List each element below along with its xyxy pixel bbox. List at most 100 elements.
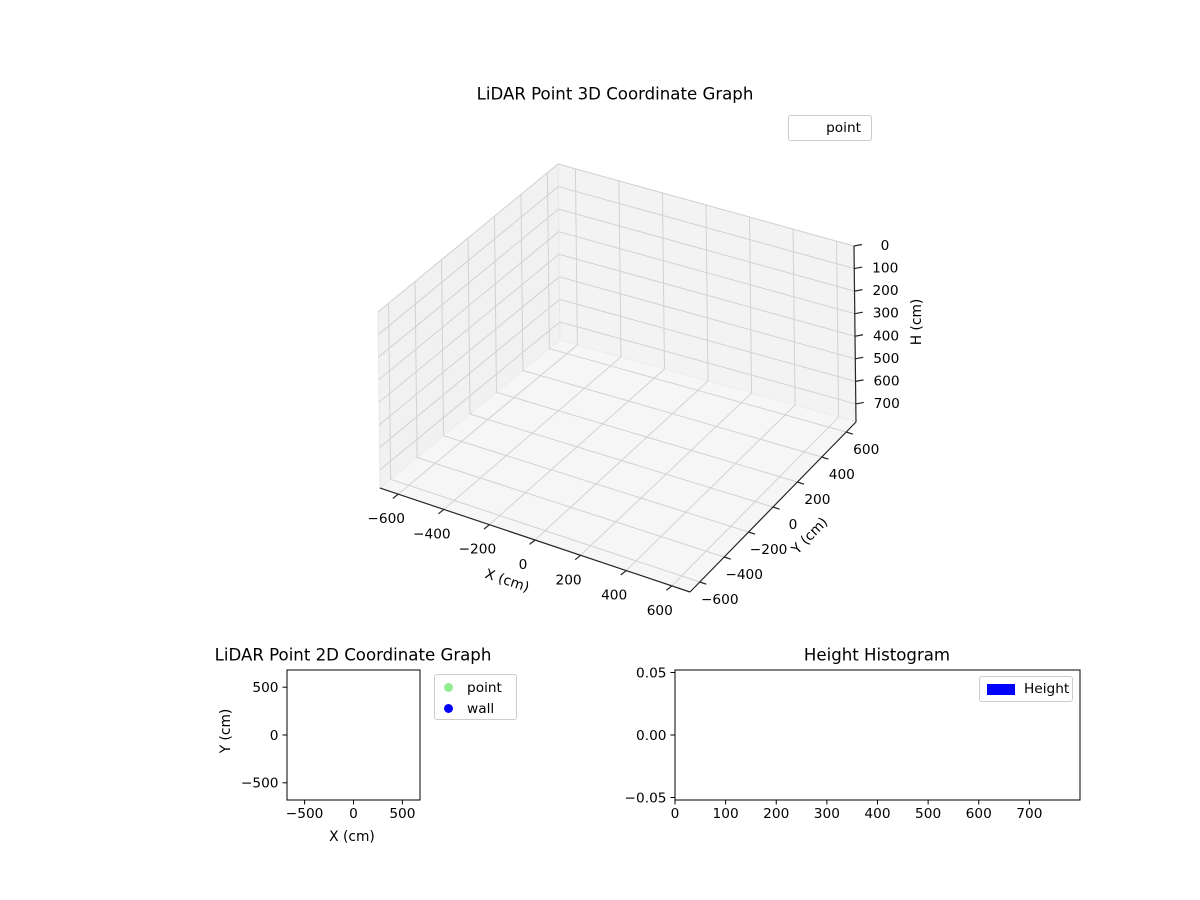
x-tick-3d: [574, 554, 581, 561]
plot2d-x-tick-label: 500: [389, 806, 415, 822]
plot2d-x-tick-label: 0: [349, 806, 358, 822]
z-tick-3d: [855, 379, 864, 382]
grid-floor-y: [522, 369, 822, 458]
grid-wall-right-z: [559, 321, 856, 405]
legend-2d-label-wall: wall: [467, 700, 495, 717]
x-tick-3d: [620, 570, 627, 576]
grid-wall-right-x: [836, 241, 840, 418]
grid-wall-left-y: [441, 259, 445, 436]
x-tick-3d: [529, 539, 536, 545]
grid-wall-left-y: [388, 303, 392, 480]
legend-3d-label-point: point: [826, 120, 861, 136]
z-tick-3d: [853, 243, 863, 247]
z-axis-spine-3d: [853, 245, 857, 423]
x-tick-3d: [392, 493, 399, 499]
y-tick-3d: [821, 456, 829, 460]
grid-wall-right-z: [559, 276, 856, 360]
plot2d-x-tick-label: −500: [286, 806, 324, 822]
x-tick-3d: [483, 524, 490, 530]
z-tick-label-3d: 300: [873, 306, 899, 322]
plot2d-yaxis-label: Y (cm): [218, 708, 234, 754]
grid-wall-left-z: [379, 298, 560, 448]
z-tick-label-3d: 100: [872, 261, 898, 277]
grid-wall-right-z: [558, 231, 855, 315]
legend-hist-label: Height: [1024, 681, 1070, 697]
hist-x-tick-label: 400: [864, 806, 890, 822]
legend-2d-row-wall: wall: [435, 698, 516, 719]
grid-wall-right-x: [661, 192, 665, 369]
hist-x-tick-label: 0: [671, 806, 680, 822]
y-tick-label-3d: 400: [829, 467, 855, 483]
hist-y-tick-label: −0.05: [625, 790, 667, 806]
x-tick-3d: [438, 508, 445, 515]
grid-wall-left-z: [377, 163, 559, 313]
hist-y-tick-label: 0.00: [636, 728, 666, 744]
z-tick-3d: [854, 334, 864, 337]
y-tick-3d: [748, 531, 756, 535]
grid-wall-left-z: [378, 276, 560, 426]
y-tick-label-3d: −600: [701, 592, 739, 608]
grid-wall-left-z: [378, 253, 560, 403]
y-tick-label-3d: −200: [750, 542, 788, 558]
z-tick-label-3d: 600: [873, 373, 899, 389]
x-tick-label-3d: −400: [413, 526, 451, 542]
grid-wall-left-z: [379, 321, 561, 471]
grid-wall-right-x: [749, 217, 753, 394]
hist-y-tick-label: 0.05: [636, 665, 666, 681]
y-tick-label-3d: 600: [853, 442, 879, 458]
z-tick-label-3d: 700: [874, 396, 900, 412]
point-marker-icon: [444, 683, 453, 692]
z-tick-label-3d: 0: [881, 238, 890, 254]
grid-floor-y: [496, 391, 798, 483]
hist-x-tick-label: 700: [1016, 806, 1042, 822]
grid-wall-right-x: [705, 204, 709, 382]
wall-marker-icon: [444, 704, 453, 713]
grid-floor-y: [469, 413, 774, 508]
grid-wall-left-z: [378, 208, 559, 358]
y-tick-label-3d: −400: [725, 567, 763, 583]
hist-x-tick-label: 200: [763, 806, 789, 822]
y-tick-3d: [846, 431, 854, 435]
plot2d-y-tick-label: 500: [252, 680, 278, 696]
height-bar-swatch-icon: [987, 683, 1015, 695]
x-tick-label-3d: −200: [459, 542, 497, 558]
grid-wall-right-z: [559, 298, 856, 382]
z-tick-label-3d: 500: [873, 351, 899, 367]
hist-title: Height Histogram: [803, 645, 951, 665]
grid-floor-y: [443, 435, 749, 533]
plot3d-title: LiDAR Point 3D Coordinate Graph: [476, 84, 754, 104]
grid-floor-y: [416, 457, 725, 558]
legend-2d-label-point: point: [467, 679, 502, 696]
hist-x-tick-label: 600: [966, 806, 992, 822]
grid-floor-y: [549, 348, 847, 433]
x-tick-label-3d: 400: [601, 588, 627, 604]
plot2d-title: LiDAR Point 2D Coordinate Graph: [214, 645, 492, 665]
grid-wall-right-z: [558, 186, 855, 270]
hist-x-tick-label: 100: [713, 806, 739, 822]
z-tick-label-3d: 200: [872, 283, 898, 299]
grid-wall-right-x: [618, 180, 622, 357]
grid-wall-left-z: [378, 231, 560, 381]
legend-2d-row-point: point: [435, 677, 516, 698]
x-tick-label-3d: 0: [519, 557, 528, 573]
legend-3d: point: [788, 115, 872, 141]
z-tick-3d: [854, 311, 863, 315]
legend-2d: point wall: [434, 674, 517, 720]
y-tick-3d: [797, 481, 805, 485]
x-tick-label-3d: −600: [367, 511, 405, 527]
plot2d-axes-box: [286, 669, 421, 801]
z-tick-3d: [854, 289, 863, 292]
plot3d-zaxis-label: H (cm): [909, 298, 925, 346]
grid-wall-right-z: [558, 253, 856, 337]
grid-wall-left-y: [414, 281, 418, 458]
plot2d-y-tick-label: 0: [270, 728, 279, 744]
hist-x-tick-label: 500: [915, 806, 941, 822]
plot2d-y-tick-label: −500: [241, 776, 279, 792]
legend-hist-row: Height: [980, 677, 1072, 701]
y-tick-3d: [772, 506, 780, 510]
z-tick-label-3d: 400: [873, 328, 899, 344]
z-tick-3d: [854, 266, 863, 270]
y-tick-label-3d: 0: [789, 517, 798, 533]
